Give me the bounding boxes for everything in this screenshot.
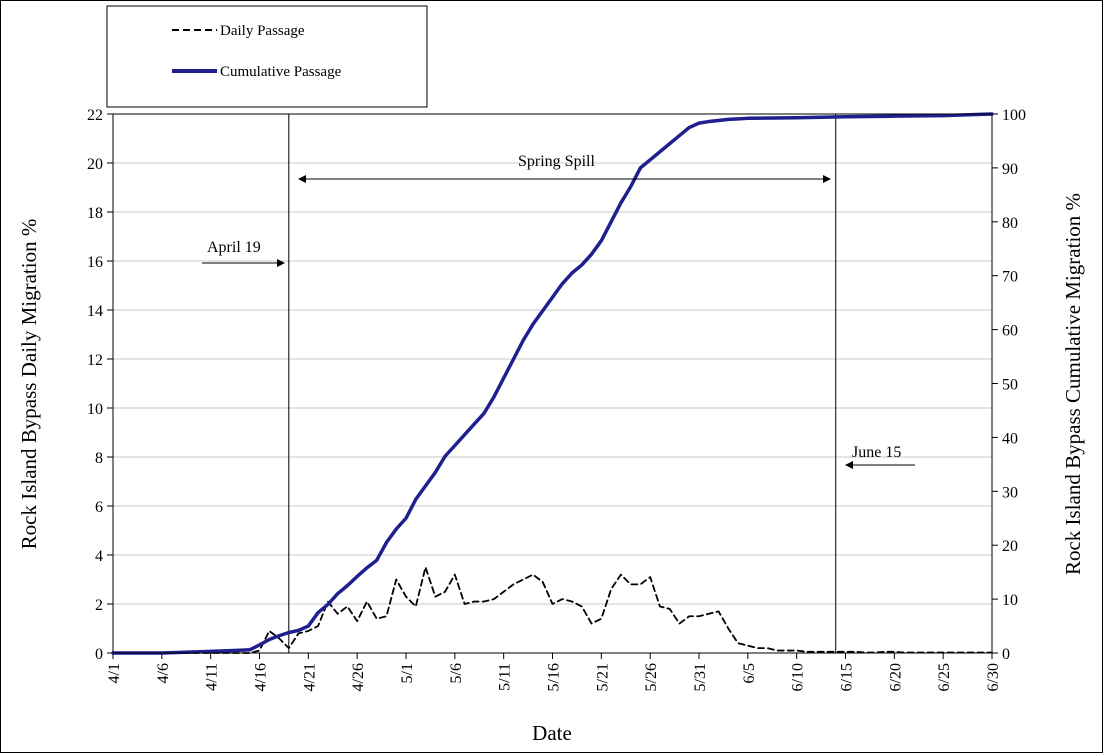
right-tick-label: 60 <box>1002 323 1018 340</box>
x-tick-label: 6/20 <box>887 663 904 691</box>
legend-box <box>106 5 428 108</box>
right-tick-label: 10 <box>1002 592 1018 609</box>
right-tick-label: 90 <box>1002 161 1018 178</box>
right-axis-title: Rock Island Bypass Cumulative Migration … <box>1061 193 1085 575</box>
left-tick-label: 4 <box>95 548 103 565</box>
annotation-april: April 19 <box>202 239 285 267</box>
annotation-spill: Spring Spill <box>298 153 831 183</box>
left-tick-label: 10 <box>87 401 103 418</box>
x-tick-label: 4/1 <box>106 663 123 683</box>
x-tick-label: 5/31 <box>692 663 709 691</box>
annotation-spill-text: Spring Spill <box>518 153 595 170</box>
left-tick-label: 14 <box>87 303 103 320</box>
x-tick-label: 5/11 <box>497 663 514 691</box>
legend-cumulative-label: Cumulative Passage <box>220 64 342 80</box>
annotation-april-text: April 19 <box>207 239 261 256</box>
x-tick-label: 6/15 <box>839 663 856 691</box>
x-tick-label: 4/26 <box>350 663 367 691</box>
x-tick-label: 5/1 <box>399 663 416 683</box>
x-tick-label: 5/16 <box>546 663 563 691</box>
x-tick-label: 6/5 <box>741 663 758 683</box>
x-tick-label: 5/21 <box>594 663 611 691</box>
left-tick-label: 12 <box>87 352 103 369</box>
annotation-april-arrowhead <box>277 259 285 267</box>
legend-daily-label: Daily Passage <box>220 23 305 39</box>
x-tick-label: 4/21 <box>301 663 318 691</box>
annotation-spill-arrowhead-left <box>298 175 306 183</box>
x-tick-label: 4/11 <box>204 663 221 691</box>
left-tick-label: 6 <box>95 499 103 516</box>
plot-area <box>112 113 993 654</box>
annotation-june: June 15 <box>845 444 915 469</box>
x-tick-label: 6/25 <box>936 663 953 691</box>
x-tick-label: 5/26 <box>643 663 660 691</box>
x-tick-label: 6/30 <box>985 663 1002 691</box>
left-tick-label: 16 <box>87 254 103 271</box>
x-axis-ticks: 4/1 4/6 4/11 4/16 4/21 4/26 5/1 5/6 5/11 5/16 5/21… <box>106 653 1002 691</box>
left-axis-ticks: 0 2 4 6 8 10 12 14 16 18 20 22 <box>87 107 113 663</box>
cumulative-passage-line <box>111 112 994 655</box>
right-axis-ticks: 0 10 20 30 40 50 60 70 80 90 100 <box>992 107 1026 663</box>
left-axis-title: Rock Island Bypass Daily Migration % <box>17 219 41 550</box>
left-tick-label: 22 <box>87 107 103 124</box>
right-tick-label: 40 <box>1002 430 1018 447</box>
left-tick-label: 2 <box>95 597 103 614</box>
series-layer <box>111 112 994 655</box>
annotation-june-arrowhead <box>845 461 853 469</box>
daily-passage-line <box>112 566 993 654</box>
left-tick-label: 18 <box>87 205 103 222</box>
x-tick-label: 4/16 <box>253 663 270 691</box>
right-tick-label: 80 <box>1002 215 1018 232</box>
x-axis-title: Date <box>532 721 572 745</box>
vertical-markers <box>288 114 837 653</box>
right-tick-label: 30 <box>1002 484 1018 501</box>
x-tick-label: 6/10 <box>790 663 807 691</box>
right-tick-label: 20 <box>1002 538 1018 555</box>
annotation-june-text: June 15 <box>852 444 901 461</box>
right-tick-label: 0 <box>1002 646 1010 663</box>
x-tick-label: 5/6 <box>448 663 465 683</box>
legend: Daily Passage Cumulative Passage <box>106 5 428 108</box>
left-tick-label: 20 <box>87 156 103 173</box>
x-tick-label: 4/6 <box>155 663 172 683</box>
right-tick-label: 100 <box>1002 107 1026 124</box>
annotation-spill-arrowhead-right <box>823 175 831 183</box>
right-tick-label: 70 <box>1002 269 1018 286</box>
right-tick-label: 50 <box>1002 377 1018 394</box>
left-tick-label: 8 <box>95 450 103 467</box>
left-tick-label: 0 <box>95 646 103 663</box>
